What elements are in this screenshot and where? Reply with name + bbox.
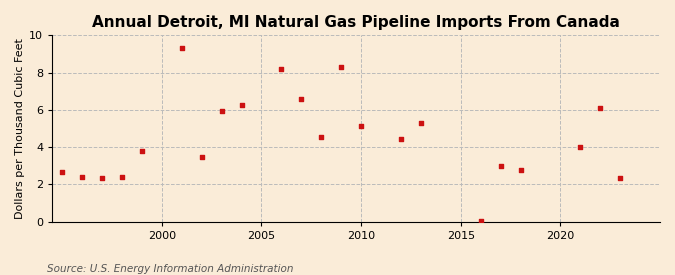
Point	[495, 164, 506, 168]
Point	[316, 135, 327, 139]
Point	[615, 176, 626, 180]
Point	[136, 149, 147, 153]
Point	[335, 65, 346, 69]
Point	[57, 170, 68, 175]
Point	[475, 219, 486, 223]
Point	[396, 137, 406, 141]
Point	[515, 168, 526, 173]
Point	[196, 155, 207, 160]
Point	[575, 145, 586, 149]
Point	[216, 109, 227, 113]
Point	[77, 175, 88, 179]
Point	[97, 176, 107, 180]
Point	[276, 67, 287, 71]
Point	[236, 103, 247, 108]
Title: Annual Detroit, MI Natural Gas Pipeline Imports From Canada: Annual Detroit, MI Natural Gas Pipeline …	[92, 15, 620, 30]
Point	[595, 106, 605, 110]
Text: Source: U.S. Energy Information Administration: Source: U.S. Energy Information Administ…	[47, 264, 294, 274]
Point	[296, 97, 306, 101]
Y-axis label: Dollars per Thousand Cubic Feet: Dollars per Thousand Cubic Feet	[15, 38, 25, 219]
Point	[117, 175, 128, 179]
Point	[356, 123, 367, 128]
Point	[416, 121, 427, 125]
Point	[176, 46, 187, 51]
